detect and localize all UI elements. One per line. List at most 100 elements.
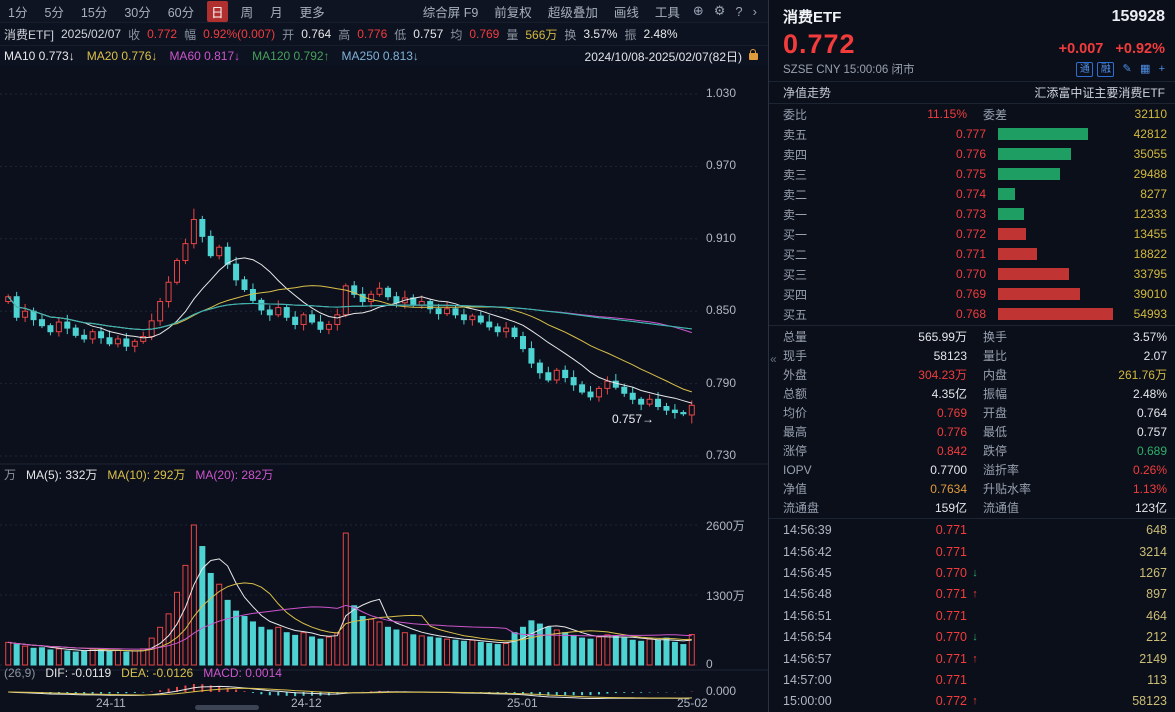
period-button[interactable]: 60分 (167, 5, 195, 20)
stat-row: 流通盘 159亿 流通值 123亿 (769, 498, 1175, 517)
candlestick-chart[interactable] (0, 64, 768, 712)
tick-volume: 897 (1146, 587, 1167, 602)
tick-row: 15:00:00 0.772 ↑ 58123 (769, 691, 1175, 712)
currency-label: CNY (816, 64, 841, 77)
grid-icon[interactable]: ▦ (1139, 62, 1151, 75)
tick-time: 14:56:51 (783, 608, 832, 623)
gear-icon[interactable]: ⚙ (713, 3, 726, 18)
margin-badge: 融 (1097, 61, 1115, 77)
stat-pair: 量比 2.07 (983, 347, 1167, 364)
stock-name: 消费ETF (783, 9, 842, 27)
stat-label: 振幅 (983, 387, 1008, 402)
date-range[interactable]: 2024/10/08-2025/02/07(82日) (584, 49, 742, 64)
tool-button[interactable]: 综合屏 F9 (422, 5, 479, 20)
period-button[interactable]: 更多 (299, 5, 325, 20)
stat-label: 流通盘 (783, 501, 820, 516)
volume-ma-value: MA(10): 292万 (107, 468, 186, 482)
bid-row[interactable]: 买三 0.770 33795 (769, 264, 1175, 284)
ob-depth: 13455 (998, 227, 1167, 241)
ask-row[interactable]: 卖五 0.777 42812 (769, 124, 1175, 144)
x-axis-label: 24-12 (291, 696, 322, 710)
stat-value: 2.07 (1143, 348, 1167, 363)
ask-row[interactable]: 卖二 0.774 8277 (769, 184, 1175, 204)
tick-row: 14:56:51 0.771 464 (769, 605, 1175, 626)
overlay-icon[interactable]: ⊕ (692, 3, 704, 18)
macd-value: DIF: -0.0119 (45, 666, 112, 680)
weicha-label: 委差 (983, 107, 1008, 122)
tick-row: 14:56:48 0.771 ↑ 897 (769, 584, 1175, 605)
volume-axis-label: 0 (706, 657, 713, 671)
tick-time: 14:56:48 (783, 587, 832, 602)
bid-row[interactable]: 买一 0.772 13455 (769, 224, 1175, 244)
period-button[interactable]: 1分 (8, 5, 28, 20)
stat-value: 0.764 (1136, 405, 1167, 420)
ob-price: 0.769 (955, 287, 986, 302)
tool-button[interactable]: 前复权 (494, 5, 532, 20)
expand-icon[interactable]: › (752, 3, 757, 19)
bid-depth-bar (998, 228, 1027, 241)
stock-code: 159928 (1111, 7, 1165, 25)
ob-level-label: 买四 (783, 287, 808, 302)
tick-price: 0.770 (935, 565, 967, 580)
tool-button[interactable]: 超级叠加 (547, 5, 598, 20)
stat-pair: 流通值 123亿 (983, 499, 1167, 516)
bid-row[interactable]: 买四 0.769 39010 (769, 284, 1175, 304)
ob-level-label: 买三 (783, 267, 808, 282)
stat-value: 0.26% (1132, 462, 1167, 477)
collapse-panel-icon[interactable]: « (770, 352, 777, 366)
period-button[interactable]: 5分 (44, 5, 64, 20)
ob-depth: 29488 (998, 167, 1167, 181)
lock-icon[interactable] (749, 48, 758, 60)
ob-depth: 39010 (998, 287, 1167, 301)
stat-pair: 流通盘 159亿 (783, 499, 967, 516)
stat-value: 261.76万 (1118, 368, 1167, 383)
horizontal-scrollbar[interactable] (195, 705, 259, 710)
stat-label: 总量 (783, 330, 808, 345)
last-price: 0.772 (783, 28, 856, 59)
ask-row[interactable]: 卖一 0.773 12333 (769, 204, 1175, 224)
help-icon[interactable]: ? (735, 3, 743, 19)
ask-row[interactable]: 卖三 0.775 29488 (769, 164, 1175, 184)
stat-value: 159亿 (934, 501, 967, 516)
stat-value: 0.769 (936, 405, 967, 420)
period-button[interactable]: 周 (240, 5, 254, 20)
bid-row[interactable]: 买二 0.771 18822 (769, 244, 1175, 264)
tool-button[interactable]: 工具 (654, 5, 680, 20)
price-axis-label: 0.970 (706, 158, 737, 173)
stat-label: 溢折率 (983, 463, 1020, 478)
stat-label: 总额 (783, 387, 808, 402)
plus-icon[interactable]: + (1158, 62, 1165, 75)
ask-depth-bar (998, 148, 1072, 161)
bid-row[interactable]: 买五 0.768 54993 (769, 304, 1175, 324)
ask-row[interactable]: 卖四 0.776 35055 (769, 144, 1175, 164)
period-button[interactable]: 月 (270, 5, 283, 20)
tick-time: 14:56:57 (783, 651, 832, 666)
stat-pair: 现手 58123 (783, 347, 967, 364)
quote-token: 低 (394, 27, 407, 42)
chart-tools: 综合屏 F9 前复权 超级叠加 画线 工具 (415, 2, 688, 21)
quote-summary-bar: 消费ETF] 2025/02/07 收 0.772 幅 0.92%(0.007) 开 0.76… (0, 23, 768, 46)
stat-row: IOPV 0.7700 溢折率 0.26% (769, 460, 1175, 479)
edit-icon[interactable]: ✎ (1122, 62, 1132, 75)
price-axis-label: 0.730 (706, 448, 737, 462)
chart-section: 1分 5分 15分 30分 60分日周 月 更多 综合屏 F9 前复权 超级叠加 画线 工具 ⊕ ⚙… (0, 0, 768, 712)
toolbar-icons: ⊕ ⚙ ? › (688, 3, 762, 19)
stat-value: 1.13% (1132, 481, 1167, 496)
period-button[interactable]: 15分 (80, 5, 108, 20)
period-button[interactable]: 30分 (124, 5, 151, 20)
ob-depth: 35055 (998, 147, 1167, 161)
period-button[interactable]: 日 (207, 0, 228, 22)
ask-depth-bar (998, 168, 1060, 181)
ob-price: 0.773 (955, 207, 986, 222)
ob-depth: 42812 (998, 127, 1167, 141)
up-arrow-icon: ↑ (972, 652, 978, 665)
tick-volume: 648 (1146, 523, 1167, 538)
quote-token: 2.48% (643, 27, 678, 41)
nav-trend-link[interactable]: 净值走势 (783, 85, 832, 100)
period-toolbar: 1分 5分 15分 30分 60分日周 月 更多 综合屏 F9 前复权 超级叠加 画线 工具 ⊕ ⚙… (0, 0, 768, 23)
tool-button[interactable]: 画线 (613, 5, 639, 20)
quote-time: 15:00:06 (843, 64, 889, 77)
stat-pair: 换手 3.57% (983, 328, 1167, 345)
low-price-annotation: 0.757→ (612, 412, 655, 426)
bid-depth-bar (998, 268, 1069, 281)
